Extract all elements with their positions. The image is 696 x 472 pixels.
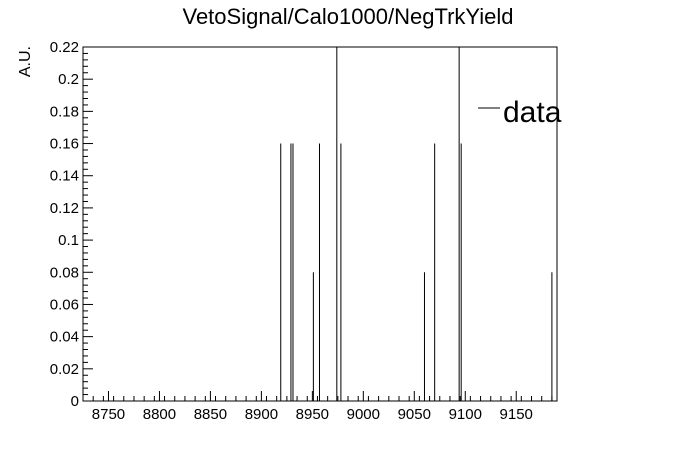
x-tick-label: 8900: [245, 406, 278, 423]
data-bars: [280, 47, 553, 401]
x-tick-label: 9100: [449, 406, 482, 423]
x-tick-label: 9000: [347, 406, 380, 423]
x-tick-label: 8800: [143, 406, 176, 423]
x-axis: 8750 8800 8850 8900 8950 9000 9050 9100 9150: [82, 391, 553, 423]
y-axis-label: A.U.: [17, 46, 34, 77]
legend: data: [478, 96, 562, 129]
plot-frame: [82, 46, 558, 402]
y-tick-label: 0.14: [50, 168, 79, 185]
x-tick-label: 8950: [296, 406, 329, 423]
y-tick-label: 0.12: [50, 200, 79, 217]
y-tick-label: 0: [71, 393, 79, 410]
x-tick-label: 8850: [194, 406, 227, 423]
y-tick-label: 0.22: [50, 39, 79, 56]
y-tick-label: 0.18: [50, 103, 79, 120]
y-tick-label: 0.08: [50, 264, 79, 281]
y-tick-label: 0.1: [58, 232, 79, 249]
x-tick-label: 9150: [500, 406, 533, 423]
x-tick-label: 8750: [92, 406, 125, 423]
chart-title: VetoSignal/Calo1000/NegTrkYield: [182, 4, 513, 29]
y-tick-label: 0.02: [50, 361, 79, 378]
legend-label: data: [503, 96, 562, 129]
x-tick-label: 9050: [398, 406, 431, 423]
y-tick-label: 0.06: [50, 296, 79, 313]
y-tick-label: 0.16: [50, 136, 79, 153]
y-axis: 0 0.02 0.04 0.06 0.08 0.1 0.12 0.14 0.16 0.18 0.2 0…: [50, 39, 93, 410]
y-tick-label: 0.04: [50, 329, 79, 346]
y-tick-label: 0.2: [58, 71, 79, 88]
